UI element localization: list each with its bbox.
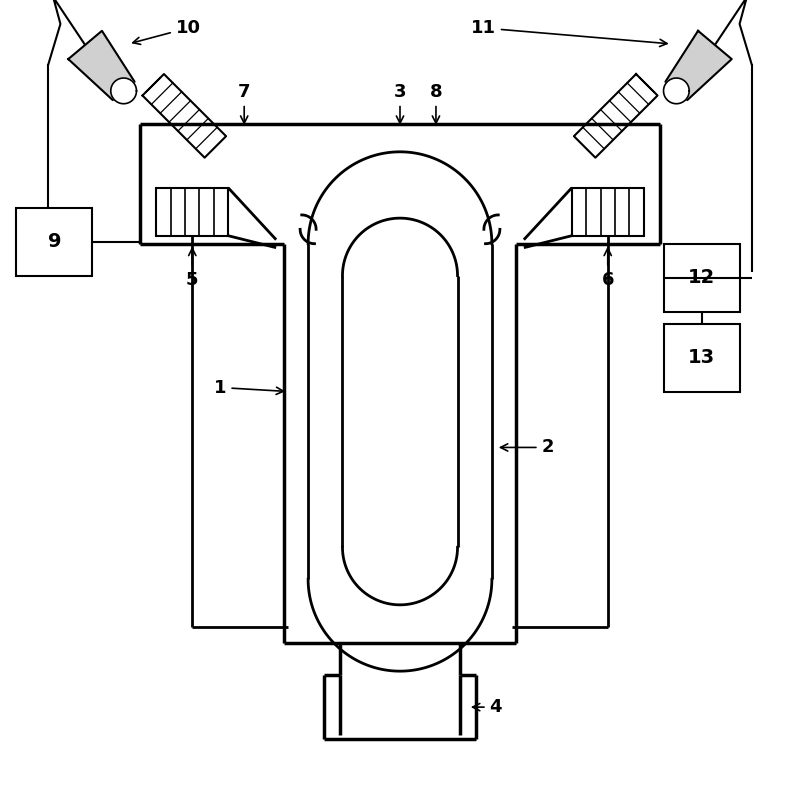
Text: 2: 2 [501,439,554,456]
Text: 13: 13 [688,348,715,367]
Bar [17,208,92,276]
Polygon shape [110,78,137,104]
Polygon shape [639,78,654,93]
Polygon shape [666,31,732,100]
Bar [664,324,739,392]
Text: 9: 9 [48,233,61,251]
Polygon shape [663,78,690,104]
Bar [664,244,739,312]
Text: 3: 3 [394,83,406,123]
Text: 12: 12 [688,268,715,287]
Text: 6: 6 [602,248,614,288]
Text: 4: 4 [473,698,502,716]
Text: 10: 10 [133,19,201,45]
Text: 11: 11 [471,19,667,46]
Polygon shape [146,78,161,93]
Bar [156,188,228,236]
Text: 1: 1 [214,379,283,396]
Bar [572,188,644,236]
Text: 5: 5 [186,248,198,288]
Text: 8: 8 [430,83,442,123]
Text: 7: 7 [238,83,250,123]
Polygon shape [68,31,134,100]
